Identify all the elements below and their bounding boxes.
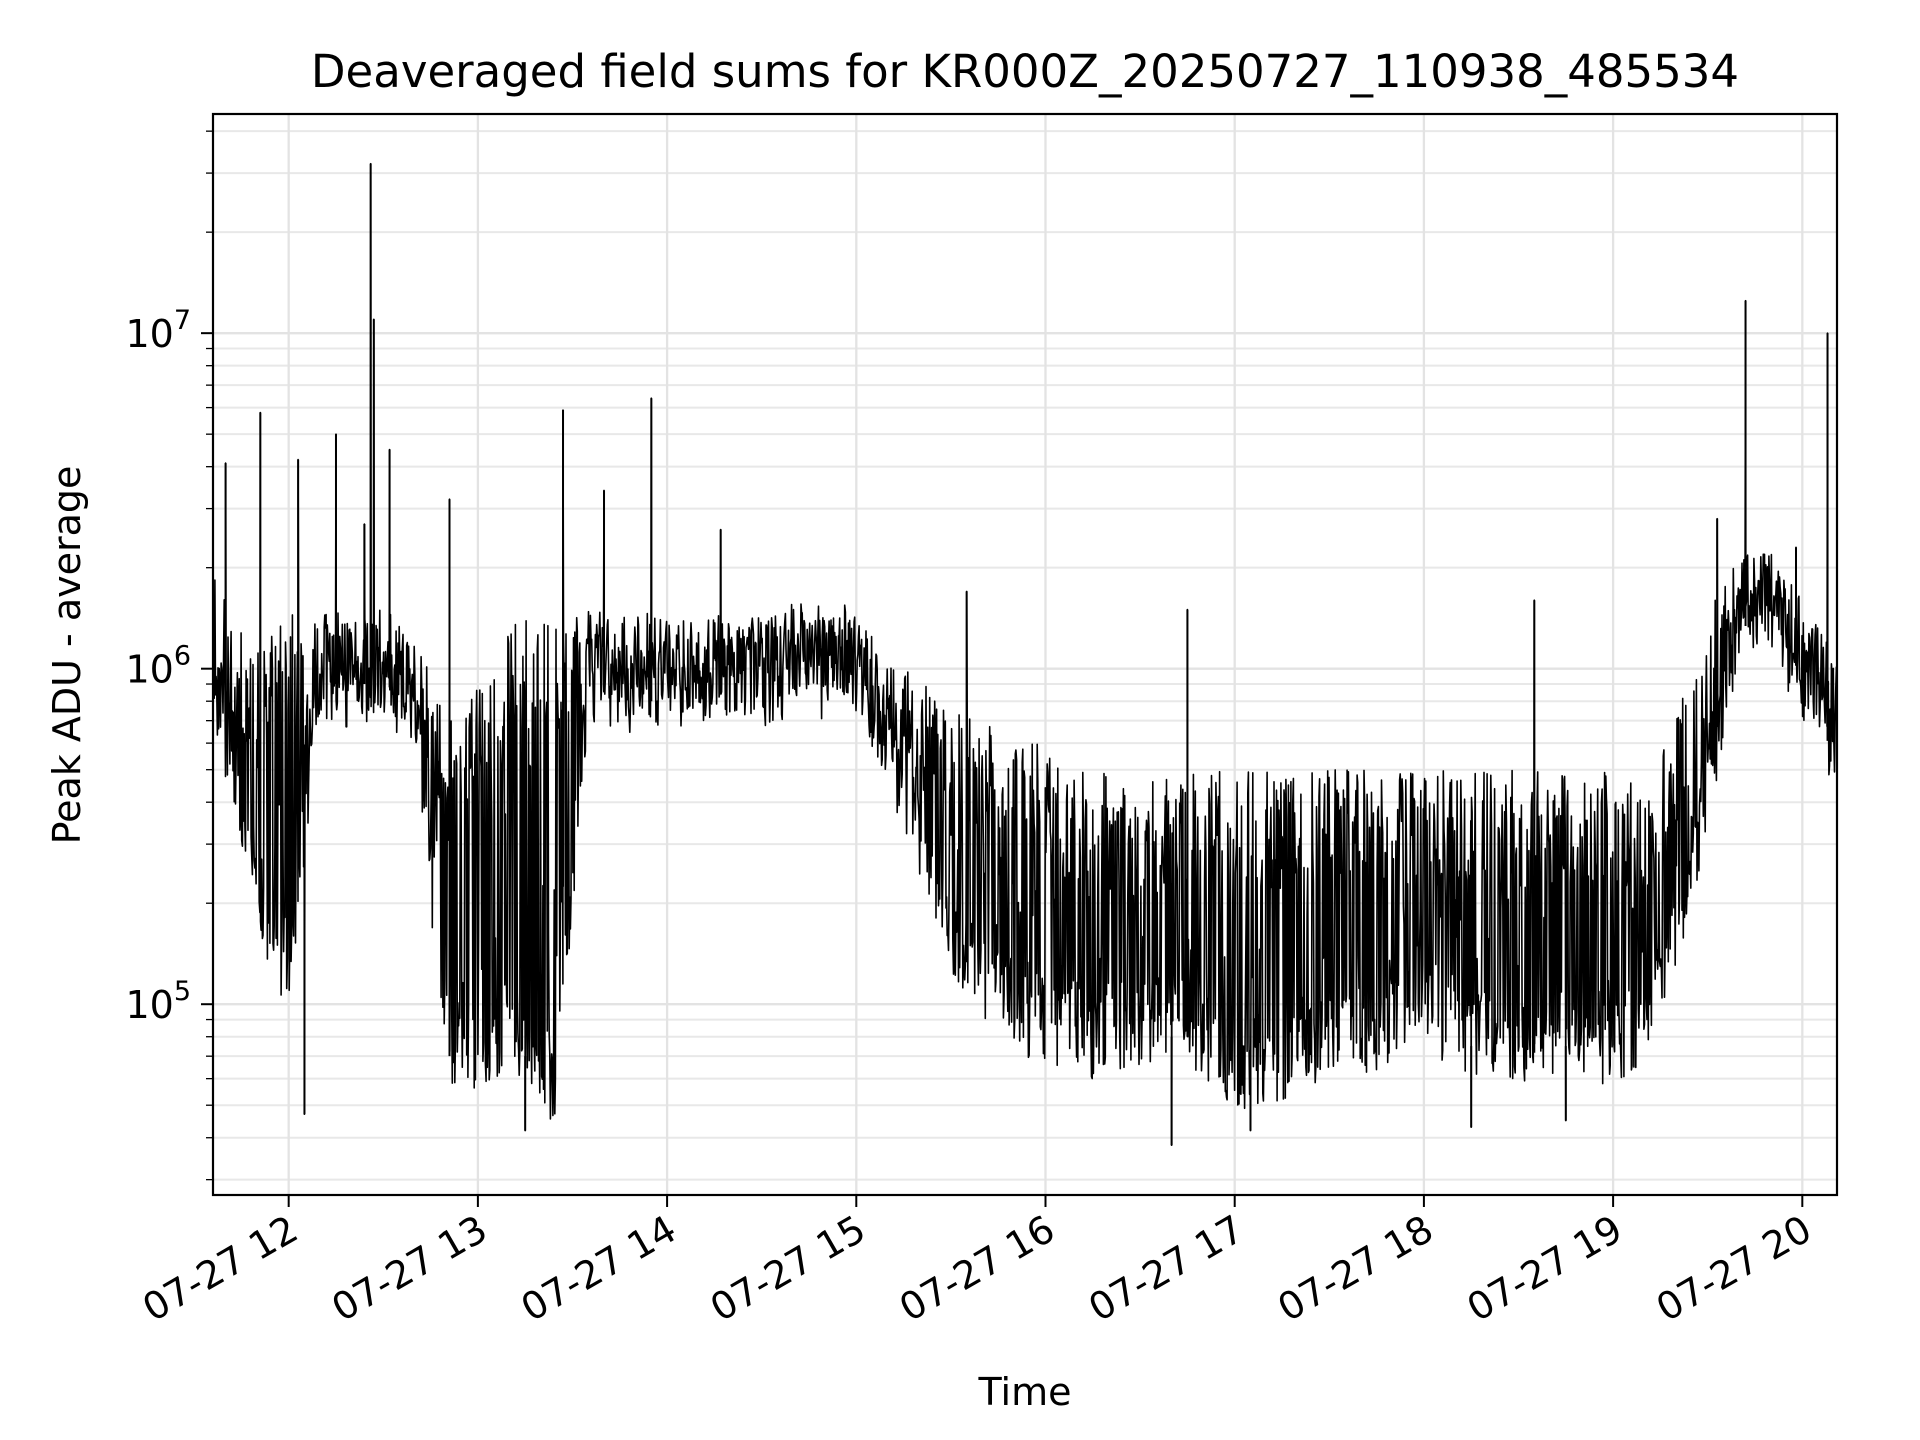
- chart-title: Deaveraged field sums for KR000Z_2025072…: [311, 45, 1739, 98]
- y-axis-label: Peak ADU - average: [45, 466, 89, 845]
- y-tick-label: 105: [125, 976, 191, 1027]
- plot-frame: [211, 112, 1839, 1197]
- series-layer: [212, 162, 1838, 1146]
- y-tick-label: 106: [125, 641, 191, 692]
- y-tick-label: 107: [125, 305, 191, 356]
- x-axis-label: Time: [978, 1370, 1072, 1414]
- series-line: [212, 162, 1838, 1146]
